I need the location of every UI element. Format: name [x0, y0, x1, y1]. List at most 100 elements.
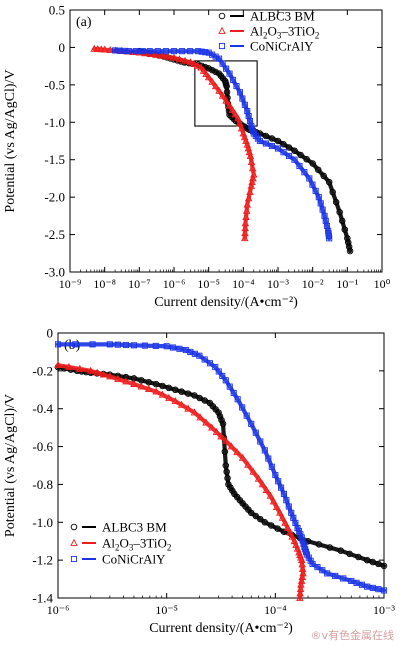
panel-b-series-square-point — [298, 534, 305, 541]
panel-b-legend-marker — [70, 538, 78, 546]
panel-b-series-square-point — [215, 368, 222, 375]
panel-b-series-circle-point — [178, 388, 185, 395]
panel-a-series-triangle-point — [193, 61, 202, 69]
panel-a-y-tick-label: -2.5 — [44, 227, 65, 242]
panel-a-series-square-point — [195, 48, 202, 55]
panel-a-series-square-point — [121, 47, 128, 54]
panel-b-series-square-point — [272, 471, 279, 479]
panel-a-series-triangle-point — [93, 45, 102, 53]
panel-b-series-square-point — [89, 341, 96, 348]
panel-a-series-triangle-point — [247, 158, 256, 166]
panel-b-series-triangle-point — [130, 379, 138, 387]
panel-b-series-triangle-point — [244, 460, 252, 468]
panel-b-series-square-point — [305, 554, 312, 561]
panel-a-legend-label: ALBC3 BM — [250, 9, 315, 24]
panel-b-series-circle-point — [172, 386, 179, 394]
panel-b-series-triangle-point — [158, 390, 167, 398]
panel-a-series-triangle-point — [175, 55, 184, 63]
panel-b-series-triangle-point — [99, 370, 108, 378]
panel-a-y-tick-label: -1.5 — [44, 152, 65, 167]
panel-a-series-square-point — [256, 137, 263, 145]
panel-a-y-tick-label: 0.5 — [49, 3, 65, 18]
panel-b-series-triangle-point — [296, 593, 304, 601]
panel-a-label: (a) — [76, 15, 92, 30]
panel-a-series-circle-point — [325, 178, 333, 186]
panel-a-series-triangle-point — [225, 101, 234, 109]
panel-b-series-square-point — [72, 341, 79, 348]
panel-b-series-triangle-point — [276, 508, 284, 516]
panel-b-series-square-line — [55, 342, 387, 593]
panel-b-series-square-point — [212, 364, 219, 371]
panel-a-series-triangle-point — [199, 66, 208, 74]
panel-b-frame — [57, 332, 385, 599]
panel-a-legend-marker — [218, 26, 226, 34]
panel-b-series-square-point — [226, 383, 233, 390]
panel-b-series-circle-point — [201, 397, 208, 404]
panel-a-series-square-point — [219, 60, 226, 67]
panel-b-series-circle-point — [223, 468, 230, 476]
panel-b-series-square-point — [294, 524, 301, 532]
panel-a-series-triangle-point — [222, 96, 230, 104]
panel-b-series-square-point — [252, 429, 259, 436]
panel-a-series-triangle-point — [236, 119, 244, 127]
panel-b-series-square-point — [222, 377, 229, 384]
panel-a-series-circle-point — [208, 66, 216, 74]
panel-b-series-triangle-point — [283, 523, 292, 531]
panel-a-series-triangle-point — [211, 82, 220, 90]
panel-b-series-triangle-point — [227, 442, 236, 450]
panel-b-series-triangle-point — [106, 372, 114, 380]
panel-a-series-triangle-point — [241, 234, 249, 242]
panel-a-series-circle-point — [338, 217, 346, 225]
panel-b-series-square-point — [332, 572, 339, 579]
panel-b-series-square-point — [196, 352, 203, 359]
panel-a-x-tick-label: 10⁻³ — [267, 277, 289, 291]
panel-b-series-circle-point — [346, 550, 353, 558]
panel-b-series-square-point — [275, 478, 282, 485]
panel-b-y-tick-label: -0.2 — [32, 363, 53, 378]
panel-a-zoom-box — [194, 60, 258, 127]
panel-b-series-circle-point — [257, 515, 264, 523]
panel-b-series-square-point — [303, 551, 310, 558]
panel-a-y-axis-label: Potential (vs Ag/AgCl)/V — [3, 69, 18, 212]
panel-b-series-triangle-point — [93, 368, 101, 376]
panel-b-x-tick-label: 10⁻⁴ — [264, 603, 287, 617]
panel-b-series-square-point — [299, 537, 306, 544]
panel-b-series-square-point — [122, 341, 129, 349]
panel-b-x-tick-label: 10⁻⁵ — [155, 603, 178, 617]
panel-b-y-tick-label: -0.8 — [32, 477, 53, 492]
panel-a-x-tick-label: 10⁻⁶ — [163, 277, 186, 291]
panel-a-series-triangle-point — [215, 86, 223, 94]
panel-b-series-square-point — [106, 341, 113, 348]
panel-a-series-triangle-point — [106, 46, 114, 54]
panel-a-y-tick-label: -0.5 — [44, 77, 65, 92]
panel-b-legend-label: Al2O3–3TiO2 — [102, 536, 171, 553]
panel-a-series-square-point — [179, 48, 186, 55]
panel-b-series-square-point — [187, 348, 194, 355]
panel-a-series-square-point — [216, 55, 223, 62]
panel-b-x-tick-label: 10⁻³ — [373, 603, 395, 617]
panel-a-series-square-point — [306, 175, 313, 182]
panel-a-series-circle-point — [297, 151, 304, 159]
panel-b-series-circle-line — [55, 364, 387, 568]
panel-a-series-triangle-point — [246, 187, 254, 196]
panel-a-series-square-point — [146, 48, 153, 55]
panel-a-x-tick-label: 10⁻⁷ — [128, 277, 151, 291]
panel-a-series-square-point — [202, 49, 209, 56]
panel-a-series-circle-point — [329, 188, 336, 196]
panel-b-series-triangle-point — [290, 537, 299, 545]
panel-b-series-triangle-point — [196, 413, 204, 421]
panel-a-series-square-point — [285, 152, 293, 160]
panel-a-legend-marker — [218, 42, 226, 50]
panel-b-series-square-point — [234, 396, 241, 403]
panel-a-series-circle-point — [344, 239, 352, 246]
panel-a-series-square-point — [268, 142, 276, 150]
panel-a-series-triangle-point — [170, 53, 178, 61]
panel-a-legend-label: CoNiCrAlY — [250, 39, 314, 54]
panel-a-series-square-point — [312, 187, 319, 194]
panel-a-series-square-point — [326, 235, 333, 242]
panel-a-series-square-point — [233, 83, 240, 90]
panel-b-series-square-point — [309, 560, 316, 567]
panel-a-series-square-point — [280, 149, 287, 156]
panel-b-series-square-point — [261, 447, 268, 454]
panel-b-series-triangle-point — [258, 480, 267, 488]
